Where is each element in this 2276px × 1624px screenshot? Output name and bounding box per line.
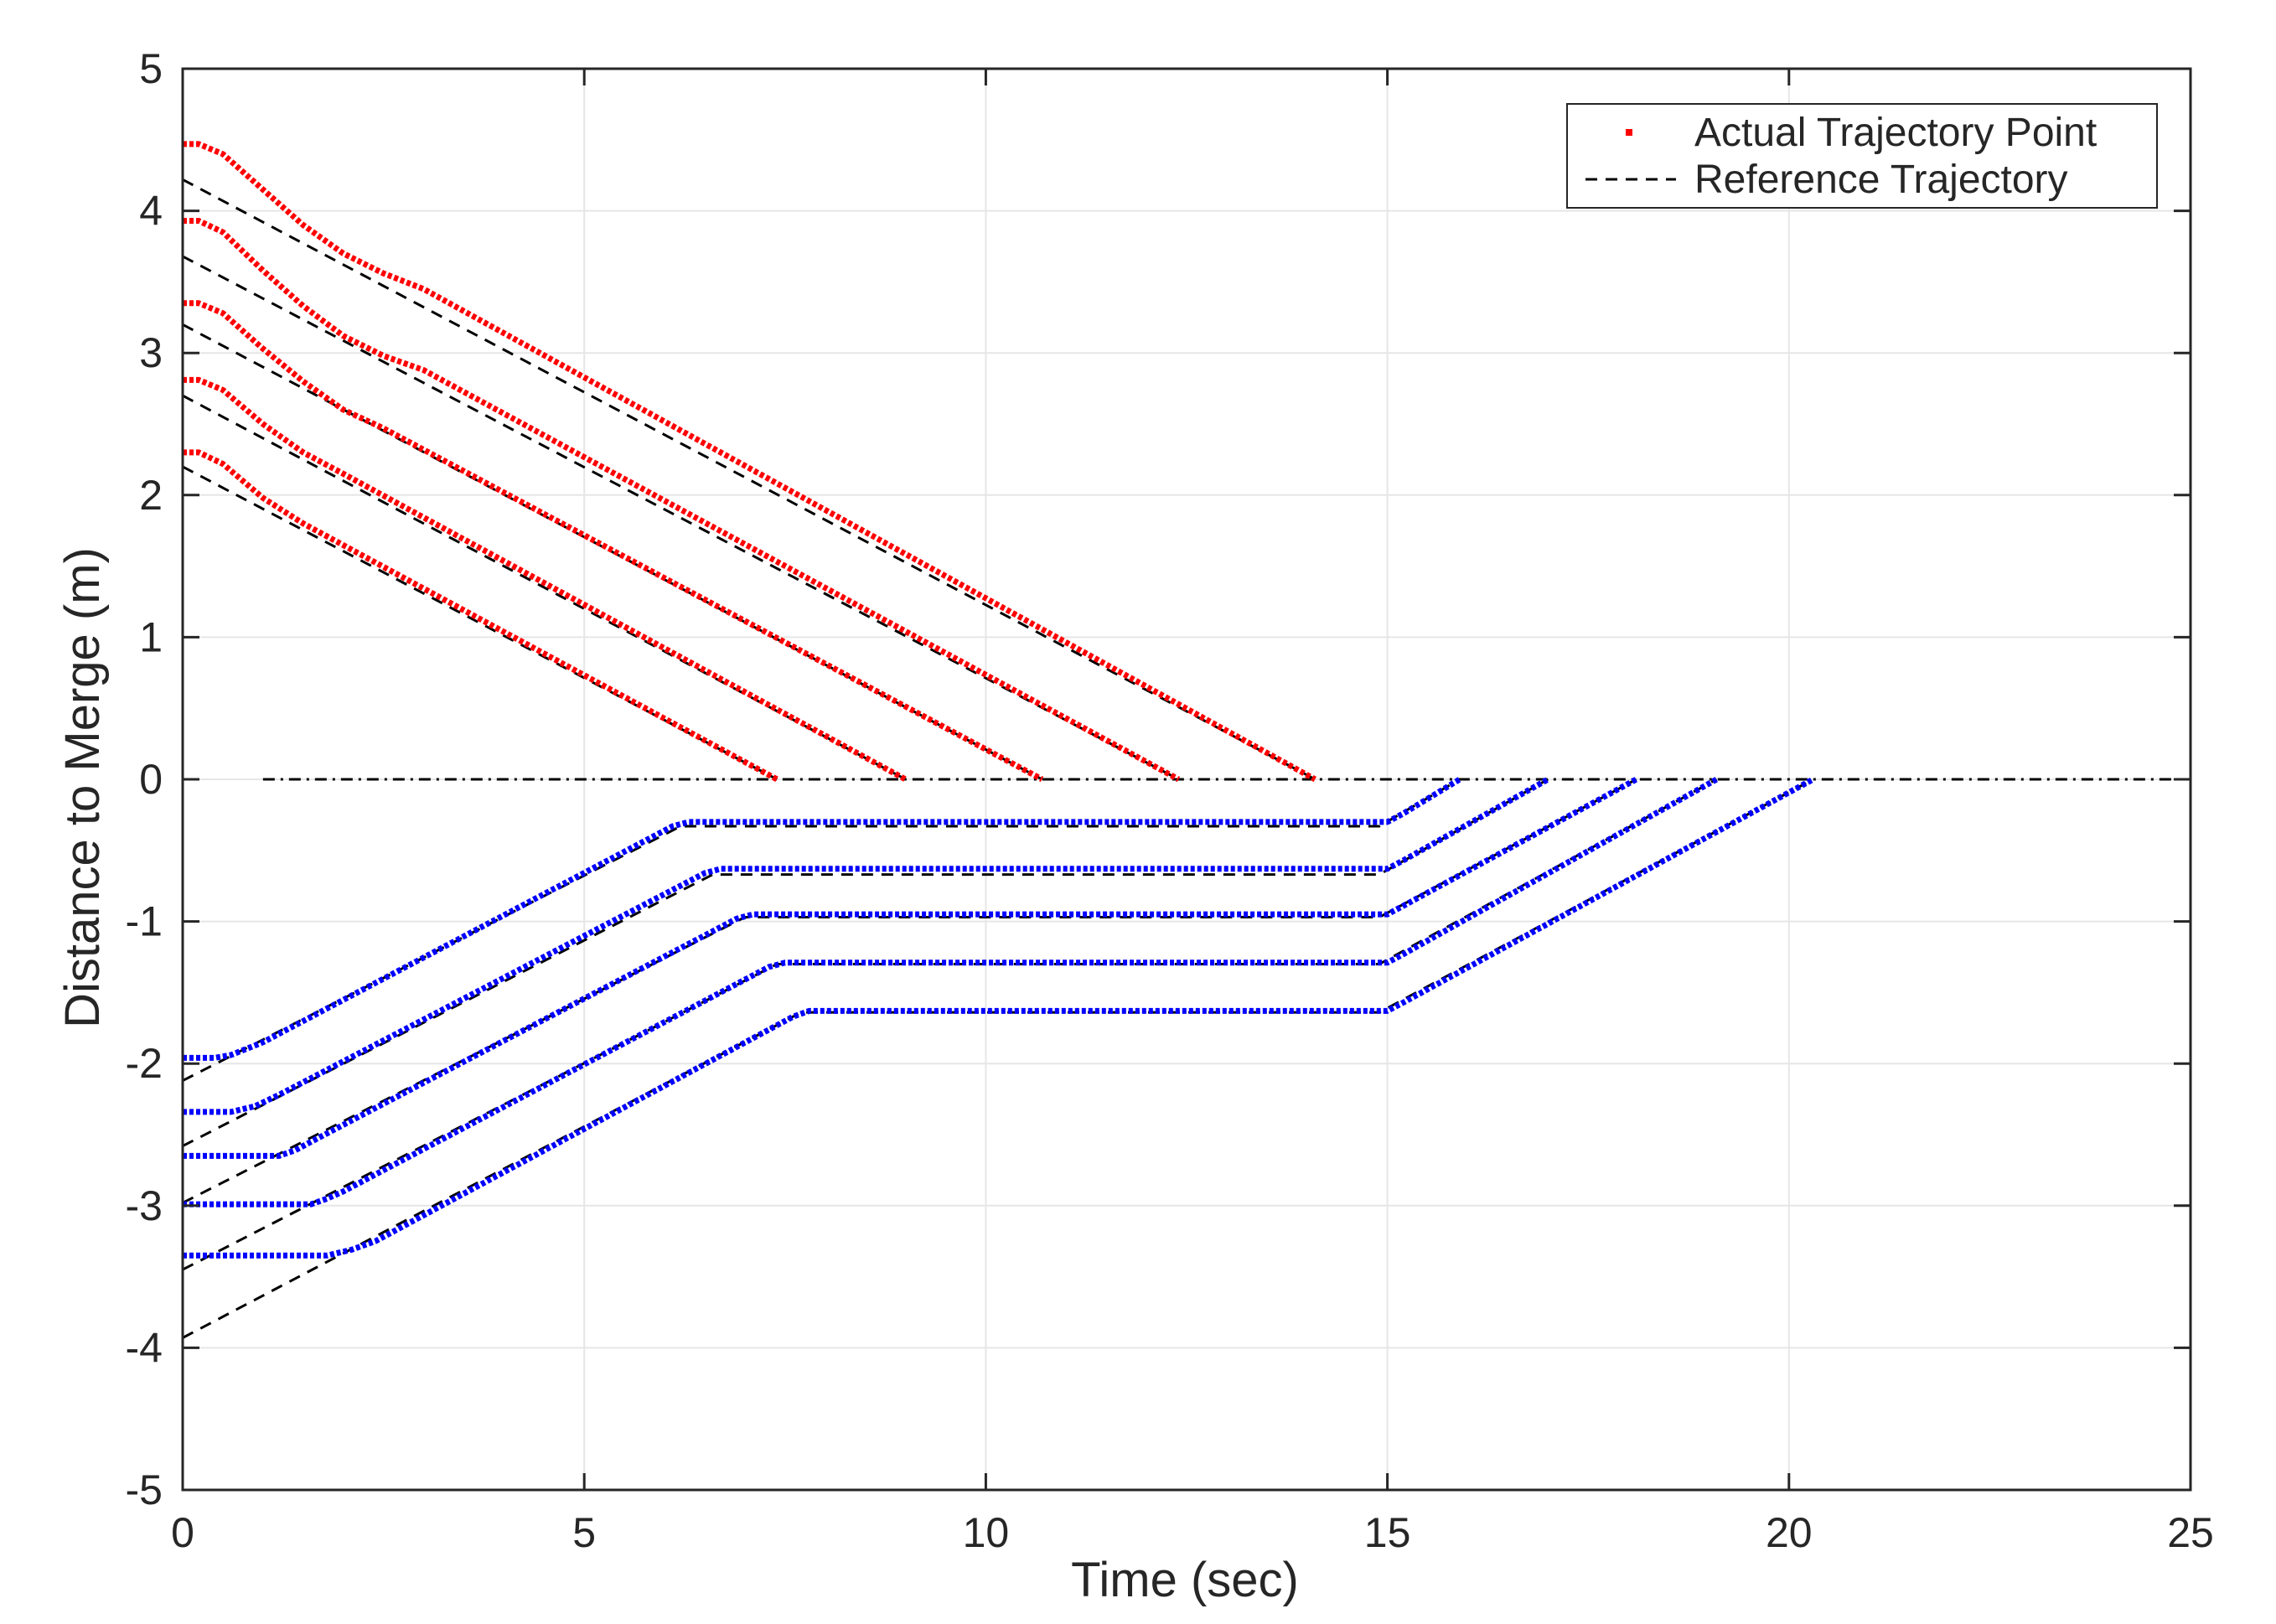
- reference-trajectory-lower-15: [182, 778, 1637, 1204]
- legend-box: [1566, 103, 2158, 209]
- x-tick-label: 25: [2167, 1509, 2214, 1556]
- y-tick-label: 2: [139, 472, 163, 519]
- y-tick-label: 0: [139, 756, 163, 803]
- y-tick-label: 1: [139, 613, 163, 660]
- y-tick-label: 5: [139, 45, 163, 92]
- actual-trajectory-lower-14: [183, 776, 1638, 1159]
- x-tick-label: 5: [572, 1509, 596, 1556]
- y-tick-label: -1: [126, 898, 163, 945]
- reference-trajectory-upper-9: [182, 465, 778, 781]
- x-tick-label: 15: [1364, 1509, 1411, 1556]
- x-axis-label: Time (sec): [1071, 1553, 1299, 1607]
- y-tick-label: -2: [126, 1040, 163, 1087]
- actual-trajectory-upper-8: [183, 449, 778, 783]
- x-tick-label: 20: [1766, 1509, 1813, 1556]
- reference-trajectory-lower-11: [182, 778, 1461, 1082]
- legend-actual-label: Actual Trajectory Point: [1694, 111, 2097, 155]
- y-tick-label: -5: [126, 1466, 163, 1513]
- actual-trajectory-upper-0: [183, 141, 1316, 783]
- reference-trajectory-upper-7: [182, 394, 907, 781]
- axes: [181, 67, 2192, 1492]
- legend-reference-label: Reference Trajectory: [1694, 158, 2068, 202]
- actual-trajectories: [183, 141, 1815, 1259]
- actual-trajectory-lower-18: [183, 776, 1815, 1259]
- actual-trajectory-upper-6: [183, 376, 908, 783]
- actual-trajectory-lower-16: [183, 776, 1719, 1208]
- y-tick-label: -4: [126, 1324, 163, 1371]
- y-axis-label: Distance to Merge (m): [55, 547, 110, 1028]
- actual-trajectory-lower-12: [183, 776, 1550, 1115]
- y-tick-label: 3: [139, 329, 163, 376]
- y-tick-label: -3: [126, 1182, 163, 1229]
- x-tick-label: 10: [963, 1509, 1010, 1556]
- actual-trajectory-upper-4: [183, 300, 1044, 783]
- actual-trajectory-lower-10: [183, 777, 1461, 1061]
- tick-labels: 0 5 10 15 20 25 -5 -4 -3 -2 -1 0 1 2 3 4 5: [126, 45, 2214, 1556]
- reference-trajectory-upper-1: [182, 178, 1316, 781]
- x-tick-label: 0: [171, 1509, 194, 1556]
- reference-trajectory-upper-3: [182, 255, 1180, 781]
- legend-actual-marker: [1626, 129, 1632, 136]
- actual-trajectory-upper-2: [183, 218, 1181, 783]
- y-tick-label: 4: [139, 188, 163, 235]
